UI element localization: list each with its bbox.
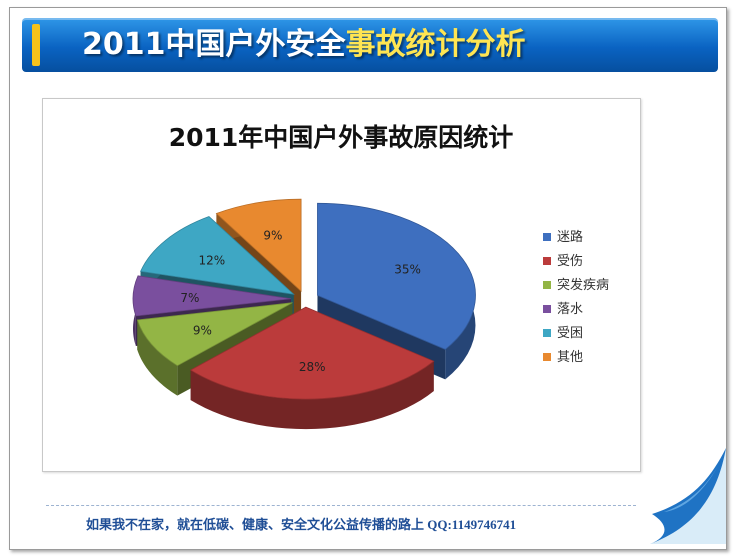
title-accent [32, 24, 40, 66]
pie-slice-4 [132, 275, 292, 317]
legend-swatch [543, 353, 551, 361]
legend-label: 突发疾病 [557, 277, 609, 293]
title-bar: 2011中国户外安全事故统计分析 [22, 18, 718, 72]
footer-divider [46, 505, 636, 506]
data-label: 7% [180, 291, 199, 305]
legend-label: 迷路 [557, 229, 583, 245]
title-highlight: 事故统计分析 [345, 27, 526, 62]
legend-swatch [543, 281, 551, 289]
pie-slice-side [137, 319, 178, 396]
data-label: 9% [263, 229, 282, 243]
pie-slice-5 [140, 216, 295, 295]
data-label: 12% [199, 254, 226, 268]
pie-slice-side [190, 361, 434, 430]
pie-slice-3 [136, 302, 293, 367]
footer-text: 如果我不在家，就在低碳、健康、安全文化公益传播的路上 QQ:1149746741 [86, 517, 517, 532]
legend-label: 受困 [557, 326, 583, 341]
pie-labels: 35% 28% 9% 7% 12% 9% [180, 229, 420, 374]
pie-chart: 2011年中国户外事故原因统计 35% 28% 9% 7% 12% 9% 迷路受伤突发疾病… [132, 123, 609, 430]
pie-tops [132, 198, 476, 400]
data-label: 9% [193, 323, 212, 337]
legend-swatch [543, 305, 551, 313]
chart-container: 2011年中国户外事故原因统计 35% 28% 9% 7% 12% 9% 迷路受伤突发疾病… [42, 98, 641, 472]
pie-slice-6 [215, 198, 302, 293]
data-label: 35% [394, 263, 421, 277]
legend-label: 落水 [557, 302, 583, 317]
legend-label: 其他 [557, 350, 583, 365]
legend-swatch [543, 233, 551, 241]
page-curl-decoration [650, 448, 726, 544]
slide-title: 2011中国户外安全事故统计分析 [82, 27, 526, 63]
pie-slice-2 [189, 306, 435, 400]
data-label: 28% [299, 360, 326, 374]
legend-swatch [543, 329, 551, 337]
legend-swatch [543, 257, 551, 265]
title-main: 2011中国户外安全 [82, 27, 346, 62]
pie-slice-1 [317, 202, 476, 350]
legend-label: 受伤 [557, 254, 583, 269]
chart-title: 2011年中国户外事故原因统计 [169, 123, 514, 152]
